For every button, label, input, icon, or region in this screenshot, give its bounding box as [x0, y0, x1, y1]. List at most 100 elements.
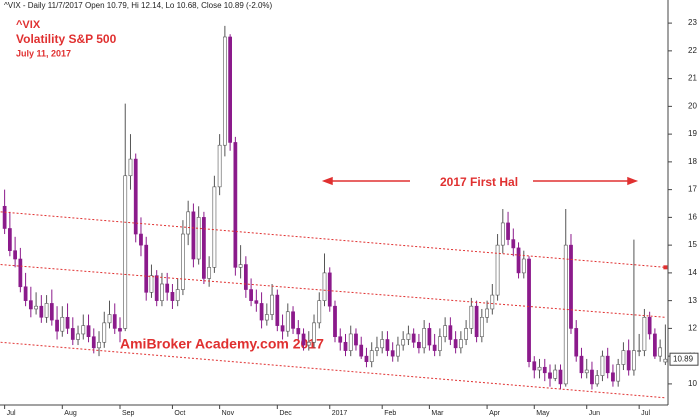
candle-body: [144, 244, 149, 293]
candle-body: [385, 339, 390, 351]
candle-body: [264, 314, 269, 321]
candle-body: [280, 325, 285, 332]
candle-body: [7, 228, 12, 251]
candle-body: [212, 186, 217, 268]
candle-body: [427, 328, 432, 346]
x-tick-label: Nov: [222, 410, 235, 417]
candle-body: [97, 341, 101, 349]
candle-body: [458, 339, 463, 349]
trend-line: [0, 211, 666, 268]
candle-body: [532, 361, 537, 371]
trend-line: [0, 264, 666, 318]
candle-body: [254, 300, 259, 304]
candle-body: [28, 300, 33, 310]
arrow-head: [321, 176, 333, 186]
subtitle: Volatility S&P 500: [16, 32, 117, 46]
candle-body: [39, 305, 44, 318]
candle-body: [223, 36, 227, 146]
candle-body: [542, 366, 547, 374]
annotation-arrows: [321, 176, 639, 186]
candle-body: [49, 303, 54, 321]
candle-body: [13, 250, 17, 260]
candle-body: [301, 333, 306, 346]
candle-body: [647, 316, 652, 335]
candle-body: [270, 294, 274, 315]
candle-body: [474, 305, 479, 338]
y-tick-label: 17: [688, 185, 697, 194]
candle-body: [495, 244, 500, 296]
candle-body: [186, 211, 191, 235]
x-tick-label: Oct: [174, 410, 185, 417]
candle-body: [275, 294, 280, 326]
header: ^VIX - Daily 11/7/2017 Open 10.79, Hi 12…: [4, 1, 273, 10]
candle-body: [149, 275, 154, 293]
candle-body: [548, 372, 552, 379]
candle-body: [453, 339, 458, 349]
x-tick-label: Dec: [279, 410, 292, 417]
trend-marker: [663, 265, 668, 270]
candle-body: [558, 369, 563, 385]
candle-body: [207, 267, 212, 279]
watermark: AmiBroker Academy.com 2017: [120, 336, 324, 352]
y-tick-label: 23: [688, 18, 697, 27]
candle-body: [44, 303, 49, 318]
candle-body: [317, 300, 322, 324]
candle-body: [55, 319, 59, 332]
candle-body: [81, 325, 86, 335]
candle-body: [432, 344, 437, 351]
y-tick-label: 18: [688, 157, 697, 166]
candle-body: [23, 286, 28, 301]
x-tick-label: Mar: [431, 410, 444, 417]
candle-body: [233, 142, 238, 268]
candle-body: [191, 211, 196, 260]
candle-body: [2, 205, 7, 229]
candle-body: [238, 264, 243, 268]
candle-body: [123, 175, 128, 329]
y-tick-label: 19: [688, 129, 697, 138]
y-tick-label: 22: [688, 46, 697, 55]
candle-body: [333, 305, 337, 338]
candle-body: [490, 294, 495, 310]
candle-body: [406, 333, 411, 340]
candle-body: [511, 239, 516, 249]
candle-body: [621, 350, 626, 365]
y-tick-label: 12: [688, 324, 697, 333]
candle-body: [616, 364, 621, 382]
candle-body: [228, 36, 232, 143]
y-tick-label: 20: [688, 101, 697, 110]
candle-body: [375, 347, 379, 351]
x-tick-label: Jul: [7, 410, 16, 417]
candle-body: [165, 283, 170, 293]
candle-body: [579, 355, 584, 374]
y-tick-label: 16: [688, 212, 697, 221]
candle-body: [359, 344, 364, 357]
candle-body: [160, 283, 164, 301]
candle-body: [18, 258, 23, 288]
candle-body: [217, 144, 222, 188]
candle-body: [516, 247, 521, 274]
candle-body: [243, 264, 248, 290]
y-tick-label: 13: [688, 296, 697, 305]
candle-body: [107, 314, 112, 324]
candle-body: [422, 328, 427, 349]
candle-body: [637, 350, 642, 352]
candle-body: [102, 322, 107, 343]
candle-body: [521, 258, 526, 274]
candle-body: [448, 325, 453, 340]
candle-body: [65, 316, 70, 329]
candle-body: [401, 339, 406, 346]
candle-body: [338, 336, 343, 343]
candle-body: [139, 233, 143, 246]
candle-body: [396, 344, 400, 357]
x-tick-label: Jun: [589, 410, 600, 417]
candle-body: [34, 305, 38, 310]
candle-body: [506, 222, 510, 240]
candle-body: [364, 355, 369, 362]
candle-body: [411, 333, 416, 343]
candle-body: [249, 289, 253, 301]
candle-body: [438, 336, 442, 351]
date: July 11, 2017: [16, 48, 71, 58]
candle-body: [574, 328, 579, 357]
candle-body: [170, 292, 175, 301]
